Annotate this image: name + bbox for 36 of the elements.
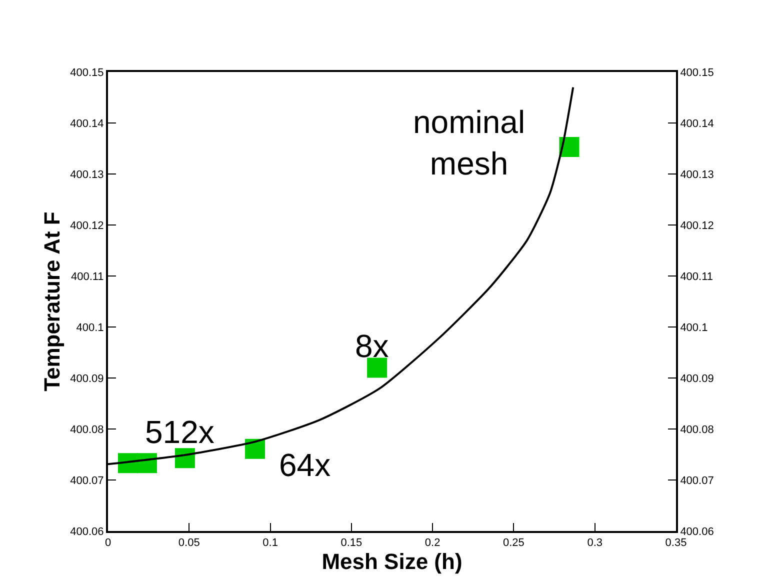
y2-tick-label: 400.15 <box>680 66 714 79</box>
y2-tick-label: 400.06 <box>680 526 714 538</box>
x-tick-label: 0.1 <box>262 537 278 550</box>
y-tick-label: 400.12 <box>70 220 104 232</box>
x-tick-label: 0.2 <box>424 537 440 550</box>
x-tick-label: 0 <box>104 537 112 550</box>
point <box>245 438 266 459</box>
x-tick-label: 0.3 <box>587 537 603 550</box>
y2-tick-label: 400.07 <box>680 474 714 487</box>
y2-tick-label: 400.12 <box>680 220 714 232</box>
y-tick-label: 400.13 <box>70 168 104 181</box>
y-tick-label: 400.09 <box>70 372 104 385</box>
annotation: 64x <box>279 447 331 483</box>
y-tick-label: 400.07 <box>70 474 104 487</box>
y-tick-label: 400.11 <box>70 270 104 283</box>
y2-tick-label: 400.1 <box>680 322 708 334</box>
y-tick-label: 400.08 <box>70 424 104 436</box>
y2-tick-label: 400.11 <box>680 270 714 283</box>
y2-tick-label: 400.14 <box>680 118 714 130</box>
y-tick-label: 400.06 <box>70 526 104 538</box>
annotation: 512x <box>145 414 214 450</box>
point <box>367 358 388 378</box>
y2-tick-label: 400.13 <box>680 168 714 181</box>
y-axis-title: Temperature At F <box>39 212 64 392</box>
x-tick-label: 0.35 <box>665 537 687 550</box>
y2-tick-label: 400.08 <box>680 424 714 436</box>
annotation: 8x <box>355 328 389 364</box>
y-tick-label: 400.1 <box>76 322 104 334</box>
annotation: nominal mesh <box>413 104 526 182</box>
x-tick-label: 0.05 <box>178 537 200 550</box>
x-axis-title: Mesh Size (h) <box>322 549 462 574</box>
y2-tick-label: 400.09 <box>680 372 714 385</box>
x-tick-label: 0.25 <box>503 537 524 550</box>
x-tick-label: 0.15 <box>340 537 362 550</box>
y-tick-label: 400.14 <box>70 118 104 130</box>
y-tick-label: 400.15 <box>70 66 104 79</box>
